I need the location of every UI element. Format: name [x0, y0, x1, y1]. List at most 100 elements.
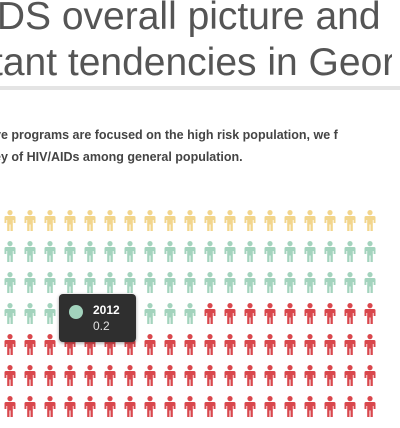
person-icon — [164, 334, 176, 355]
person-icon — [184, 303, 196, 324]
person-icon — [4, 272, 16, 293]
person-icon — [44, 210, 56, 231]
person-icon — [124, 272, 136, 293]
person-icon — [324, 241, 336, 262]
person-icon — [184, 241, 196, 262]
person-icon — [144, 396, 156, 417]
person-icon — [64, 241, 76, 262]
person-icon — [164, 303, 176, 324]
intro-line-2: ey of HIV/AIDs among general population. — [0, 150, 243, 164]
person-icon — [104, 272, 116, 293]
person-icon — [184, 365, 196, 386]
tooltip-value: 0.2 — [93, 319, 110, 333]
person-icon — [44, 303, 56, 324]
person-icon — [124, 365, 136, 386]
person-icon — [44, 396, 56, 417]
person-icon — [164, 272, 176, 293]
person-icon — [84, 272, 96, 293]
person-icon — [44, 334, 56, 355]
person-icon — [284, 241, 296, 262]
tooltip-year: 2012 — [93, 303, 120, 317]
person-icon — [364, 241, 376, 262]
person-icon — [24, 396, 36, 417]
person-icon — [224, 396, 236, 417]
person-icon — [24, 365, 36, 386]
person-icon — [284, 334, 296, 355]
person-icon — [24, 334, 36, 355]
person-icon — [24, 241, 36, 262]
person-icon — [264, 334, 276, 355]
intro-line-1: ve programs are focused on the high risk… — [0, 128, 338, 142]
person-icon — [344, 272, 356, 293]
person-icon — [324, 272, 336, 293]
person-icon — [304, 303, 316, 324]
person-icon — [344, 210, 356, 231]
person-icon — [244, 210, 256, 231]
person-icon — [264, 365, 276, 386]
person-icon — [284, 396, 296, 417]
person-icon — [304, 210, 316, 231]
person-icon — [144, 334, 156, 355]
person-icon — [324, 396, 336, 417]
person-icon — [364, 303, 376, 324]
person-icon — [144, 241, 156, 262]
person-icon — [344, 396, 356, 417]
person-icon — [184, 334, 196, 355]
person-icon — [44, 272, 56, 293]
person-icon — [24, 303, 36, 324]
person-icon — [244, 303, 256, 324]
person-icon — [84, 365, 96, 386]
person-icon — [264, 272, 276, 293]
person-icon — [64, 210, 76, 231]
person-icon — [264, 210, 276, 231]
tooltip-series-dot — [69, 305, 83, 319]
person-icon — [4, 241, 16, 262]
person-icon — [144, 303, 156, 324]
person-icon — [184, 396, 196, 417]
person-icon — [364, 365, 376, 386]
person-icon — [124, 241, 136, 262]
person-icon — [344, 334, 356, 355]
person-icon — [144, 272, 156, 293]
person-icon — [164, 241, 176, 262]
person-icon — [204, 241, 216, 262]
person-icon — [224, 241, 236, 262]
person-icon — [344, 241, 356, 262]
person-icon — [164, 365, 176, 386]
person-icon — [244, 334, 256, 355]
person-icon — [4, 365, 16, 386]
person-icon — [164, 210, 176, 231]
person-icon — [284, 365, 296, 386]
person-icon — [284, 303, 296, 324]
person-icon — [264, 303, 276, 324]
person-icon — [264, 396, 276, 417]
person-icon — [44, 241, 56, 262]
person-icon — [344, 365, 356, 386]
person-icon — [4, 396, 16, 417]
person-icon — [204, 365, 216, 386]
person-icon — [144, 210, 156, 231]
person-icon — [264, 241, 276, 262]
page-subtitle: tant tendencies in Georg — [0, 41, 392, 84]
person-icon — [24, 272, 36, 293]
person-icon — [64, 396, 76, 417]
person-icon — [224, 365, 236, 386]
page-title: IDS overall picture and — [0, 0, 381, 38]
person-icon — [104, 210, 116, 231]
person-icon — [104, 241, 116, 262]
person-icon — [204, 272, 216, 293]
person-icon — [324, 365, 336, 386]
person-icon — [244, 365, 256, 386]
person-icon — [304, 365, 316, 386]
person-icon — [224, 210, 236, 231]
person-icon — [124, 396, 136, 417]
person-icon — [224, 272, 236, 293]
person-icon — [4, 303, 16, 324]
person-icon — [124, 210, 136, 231]
person-icon — [84, 396, 96, 417]
person-icon — [304, 272, 316, 293]
person-icon — [104, 365, 116, 386]
person-icon — [344, 303, 356, 324]
intro-paragraph: ve programs are focused on the high risk… — [0, 124, 400, 168]
person-icon — [284, 272, 296, 293]
